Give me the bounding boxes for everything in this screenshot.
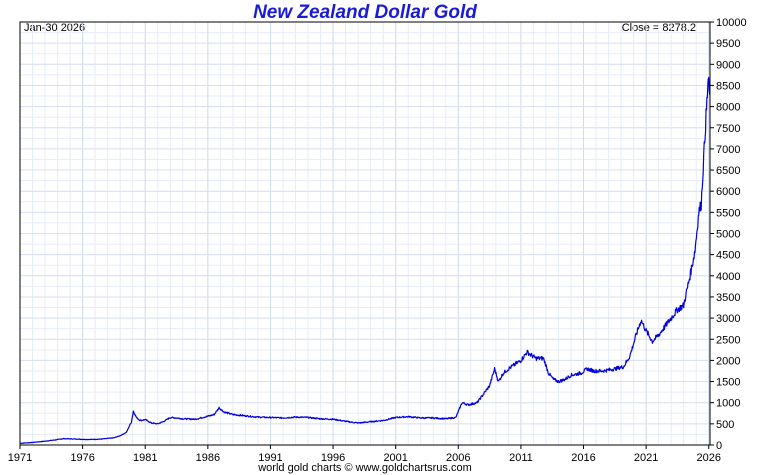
- series-layer: [19, 76, 711, 444]
- x-tick-label: 1986: [196, 452, 220, 464]
- x-tick-label: 1971: [8, 452, 32, 464]
- x-tick-label: 2016: [571, 452, 595, 464]
- y-tick-label: 7500: [716, 123, 740, 135]
- source-credit: world gold charts © www.goldchartsrus.co…: [258, 462, 472, 474]
- x-tick-label: 2011: [509, 452, 533, 464]
- x-tick-label: 2001: [383, 452, 407, 464]
- y-tick-label: 8000: [716, 102, 740, 114]
- x-tick-label: 1991: [258, 452, 282, 464]
- x-tick-label: 1976: [70, 452, 94, 464]
- y-tick-label: 2000: [716, 355, 740, 367]
- y-tick-label: 1000: [716, 398, 740, 410]
- y-tick-label: 10000: [716, 17, 747, 29]
- x-tick-label: 1981: [133, 452, 157, 464]
- y-tick-label: 5000: [716, 229, 740, 241]
- y-tick-label: 500: [716, 419, 734, 431]
- y-tick-label: 6500: [716, 165, 740, 177]
- x-tick-label: 1996: [321, 452, 345, 464]
- y-tick-label: 3500: [716, 292, 740, 304]
- y-tick-label: 0: [716, 440, 722, 452]
- y-tick-label: 9500: [716, 38, 740, 50]
- y-tick-label: 6000: [716, 186, 740, 198]
- chart-title: New Zealand Dollar Gold: [253, 2, 477, 23]
- y-tick-label: 3000: [716, 313, 740, 325]
- series-line-0: [19, 76, 711, 444]
- y-tick-label: 9000: [716, 59, 740, 71]
- x-tick-label: 2021: [634, 452, 658, 464]
- y-tick-label: 2500: [716, 334, 740, 346]
- y-tick-label: 5500: [716, 207, 740, 219]
- y-tick-label: 8500: [716, 80, 740, 92]
- grid-layer: [19, 21, 710, 446]
- y-tick-label: 7000: [716, 144, 740, 156]
- axis-layer: 1971 1976 1981 1986 1991 1996 2001 2006 2011 2016…: [8, 17, 747, 464]
- y-tick-label: 1500: [716, 377, 740, 389]
- x-tick-label: 2026: [697, 452, 721, 464]
- y-tick-label: 4500: [716, 250, 740, 262]
- y-tick-label: 4000: [716, 271, 740, 283]
- x-tick-label: 2006: [446, 452, 470, 464]
